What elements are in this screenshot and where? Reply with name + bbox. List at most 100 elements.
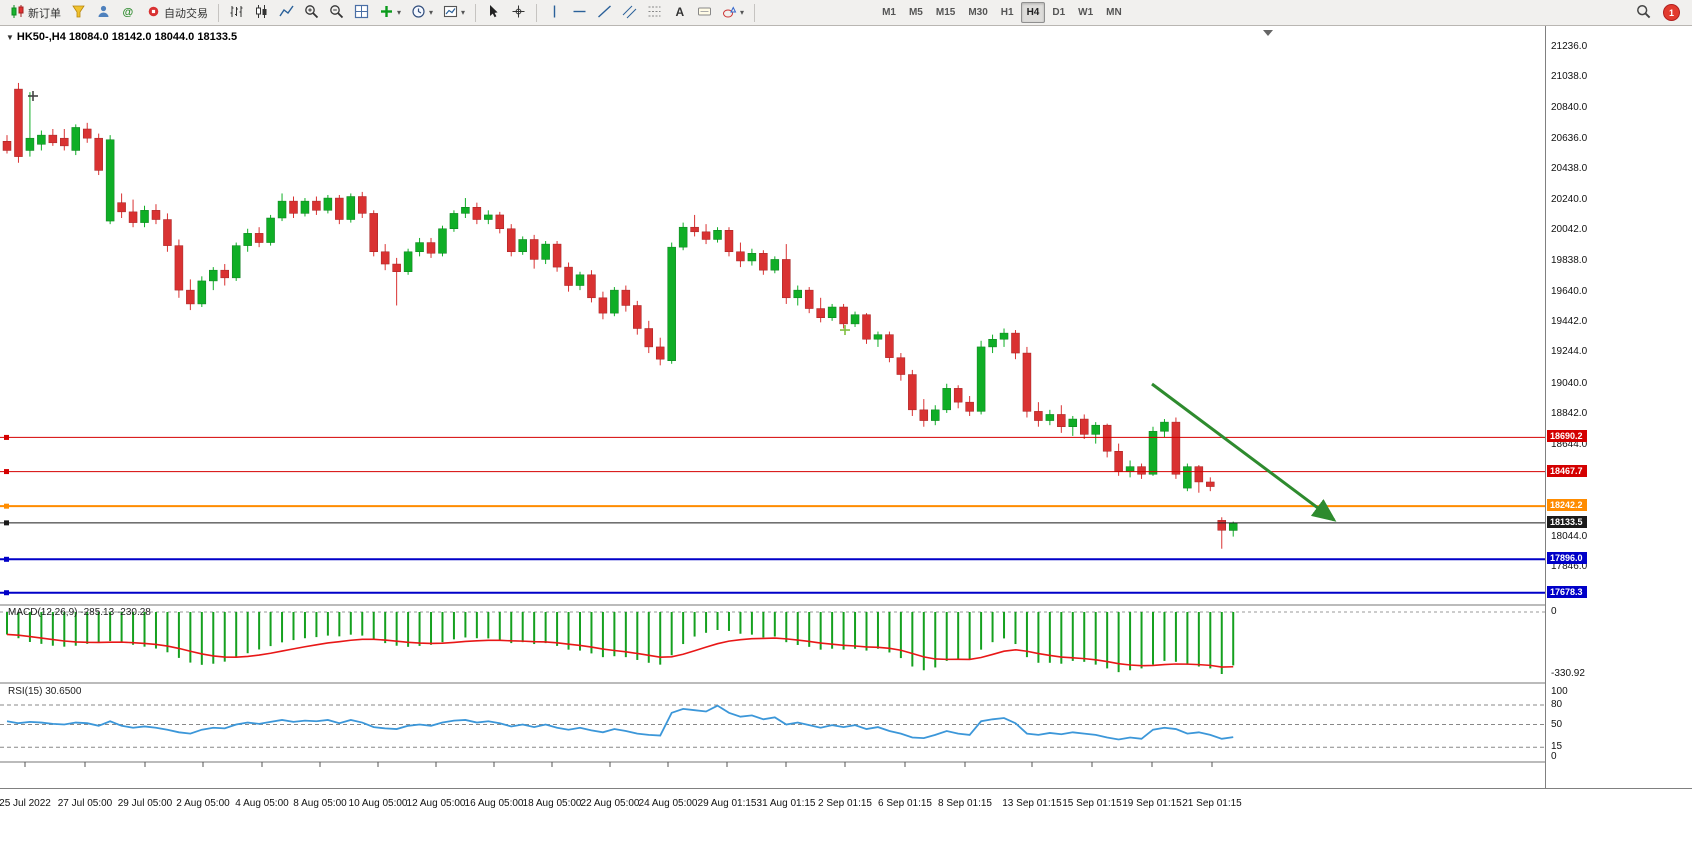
tile-windows-button[interactable] (350, 2, 373, 23)
macd-indicator-label: MACD(12,26,9) -285.13 -230.28 (8, 607, 151, 618)
zoom-out-button[interactable] (325, 2, 348, 23)
chevron-down-icon: ▾ (397, 7, 402, 17)
label-icon (697, 4, 712, 22)
price-axis-label: 18044.0 (1551, 530, 1588, 542)
accounts-button[interactable] (92, 2, 115, 23)
toolbar: 新订单 @ 自动交易 ▾ ▾ ▾ A ▾ M1 M5 M15 M30 H1 H4 D1 W1 M… (0, 0, 1692, 26)
time-axis-label: 12 Aug 05:00 (406, 798, 466, 809)
shapes-dropdown[interactable]: ▾ (718, 2, 748, 23)
chart-title: ▼ HK50-,H4 18084.0 18142.0 18044.0 18133.… (6, 31, 237, 43)
crosshair-button[interactable] (507, 2, 530, 23)
price-axis-label: 17846.0 (1551, 560, 1588, 572)
toolbar-separator (536, 3, 538, 22)
rsi-axis-label: 15 (1551, 741, 1563, 753)
price-axis-label: 19640.0 (1551, 285, 1588, 297)
tile-windows-icon (354, 4, 369, 22)
timeframe-m15-button[interactable]: M15 (935, 7, 956, 18)
candlestick-chart-button[interactable] (250, 2, 273, 23)
chart-canvas[interactable] (0, 26, 1546, 788)
svg-text:@: @ (123, 6, 134, 18)
chevron-down-icon: ▾ (740, 7, 745, 17)
text-icon: A (672, 4, 687, 22)
time-axis-label: 29 Aug 01:15 (697, 798, 757, 809)
price-axis-label: 20240.0 (1551, 193, 1588, 205)
indicators-dropdown[interactable]: ▾ (375, 2, 405, 23)
toolbar-separator (218, 3, 219, 22)
bar-chart-button[interactable] (225, 2, 248, 23)
periods-dropdown[interactable]: ▾ (407, 2, 437, 23)
ohlc-values: 18084.0 18142.0 18044.0 18133.5 (68, 31, 238, 43)
line-chart-button[interactable] (275, 2, 298, 23)
search-button[interactable] (1632, 2, 1655, 23)
toolbar-right: 1 (1632, 2, 1686, 23)
autotrading-button[interactable]: 自动交易 (142, 2, 212, 23)
zoom-in-icon (304, 4, 319, 22)
rsi-indicator-label: RSI(15) 30.6500 (8, 686, 82, 697)
crosshair-icon (511, 4, 526, 22)
price-axis-label: 21038.0 (1551, 71, 1588, 83)
price-axis-label: 20042.0 (1551, 223, 1588, 235)
price-level-tag: 18467.7 (1547, 464, 1587, 477)
time-axis-label: 2 Aug 05:00 (176, 798, 230, 809)
wizard-icon (71, 4, 86, 22)
zoom-in-button[interactable] (300, 2, 323, 23)
search-icon (1636, 4, 1651, 22)
text-button[interactable]: A (668, 2, 691, 23)
text-label-button[interactable] (693, 2, 716, 23)
current-price-tag: 18133.5 (1547, 515, 1587, 528)
timeframe-w1-button[interactable]: W1 (1078, 7, 1094, 18)
timeframe-m5-button[interactable]: M5 (908, 7, 923, 18)
fibonacci-button[interactable] (643, 2, 666, 23)
time-axis-label: 8 Aug 05:00 (293, 798, 347, 809)
person-icon (96, 4, 111, 22)
cursor-button[interactable] (482, 2, 505, 23)
price-axis[interactable]: 21236.0 21038.0 20840.0 20636.0 20438.0 20240… (1545, 26, 1692, 788)
vertical-line-button[interactable] (543, 2, 566, 23)
timeframe-mn-button[interactable]: MN (1106, 7, 1122, 18)
macd-axis-label: 0 (1551, 606, 1557, 617)
community-button[interactable]: @ (117, 2, 140, 23)
rsi-axis-label: 80 (1551, 699, 1563, 710)
autotrading-label: 自动交易 (164, 7, 208, 20)
time-axis-label: 2 Sep 01:15 (818, 798, 872, 809)
notification-badge[interactable]: 1 (1663, 4, 1680, 21)
symbol-title: HK50-,H4 (16, 31, 66, 43)
chart-collapse-icon[interactable]: ▼ (6, 33, 14, 42)
channel-button[interactable] (618, 2, 641, 23)
time-axis[interactable]: 25 Jul 2022 27 Jul 05:00 29 Jul 05:00 2 Aug… (0, 788, 1692, 854)
wizard-button[interactable] (67, 2, 90, 23)
at-icon: @ (121, 4, 136, 22)
new-order-label: 新订单 (28, 7, 61, 20)
time-axis-label: 4 Aug 05:00 (235, 798, 289, 809)
horizontal-line-button[interactable] (568, 2, 591, 23)
candlestick-chart-icon (254, 4, 269, 22)
time-axis-label: 8 Sep 01:15 (938, 798, 992, 809)
timeframe-m1-button[interactable]: M1 (882, 7, 896, 18)
timeframe-m30-button[interactable]: M30 (968, 7, 988, 18)
toolbar-separator (475, 3, 477, 22)
price-axis-label: 18842.0 (1551, 408, 1588, 420)
time-axis-label: 6 Sep 01:15 (878, 798, 932, 809)
clock-icon (411, 4, 426, 22)
price-axis-label: 19244.0 (1551, 346, 1588, 358)
price-axis-label: 21236.0 (1551, 40, 1588, 52)
templates-dropdown[interactable]: ▾ (439, 2, 469, 23)
timeframe-h1-button[interactable]: H1 (1000, 7, 1014, 18)
price-axis-label: 19040.0 (1551, 377, 1588, 389)
trendline-button[interactable] (593, 2, 616, 23)
toolbar-separator (754, 3, 756, 22)
time-axis-label: 16 Aug 05:00 (464, 798, 524, 809)
chevron-down-icon: ▾ (461, 7, 466, 17)
cursor-icon (486, 4, 501, 22)
timeframe-d1-button[interactable]: D1 (1052, 7, 1066, 18)
price-level-tag: 17678.3 (1547, 585, 1587, 598)
macd-axis-label: -330.92 (1551, 668, 1585, 679)
new-order-button[interactable]: 新订单 (6, 2, 65, 23)
price-axis-label: 20438.0 (1551, 163, 1588, 175)
rsi-axis-label: 50 (1551, 718, 1563, 730)
time-axis-label: 10 Aug 05:00 (348, 798, 408, 809)
time-axis-label: 27 Jul 05:00 (57, 798, 113, 809)
time-axis-label: 29 Jul 05:00 (117, 798, 173, 809)
timeframe-h4-button[interactable]: H4 (1020, 2, 1046, 23)
trendline-icon (597, 4, 612, 22)
